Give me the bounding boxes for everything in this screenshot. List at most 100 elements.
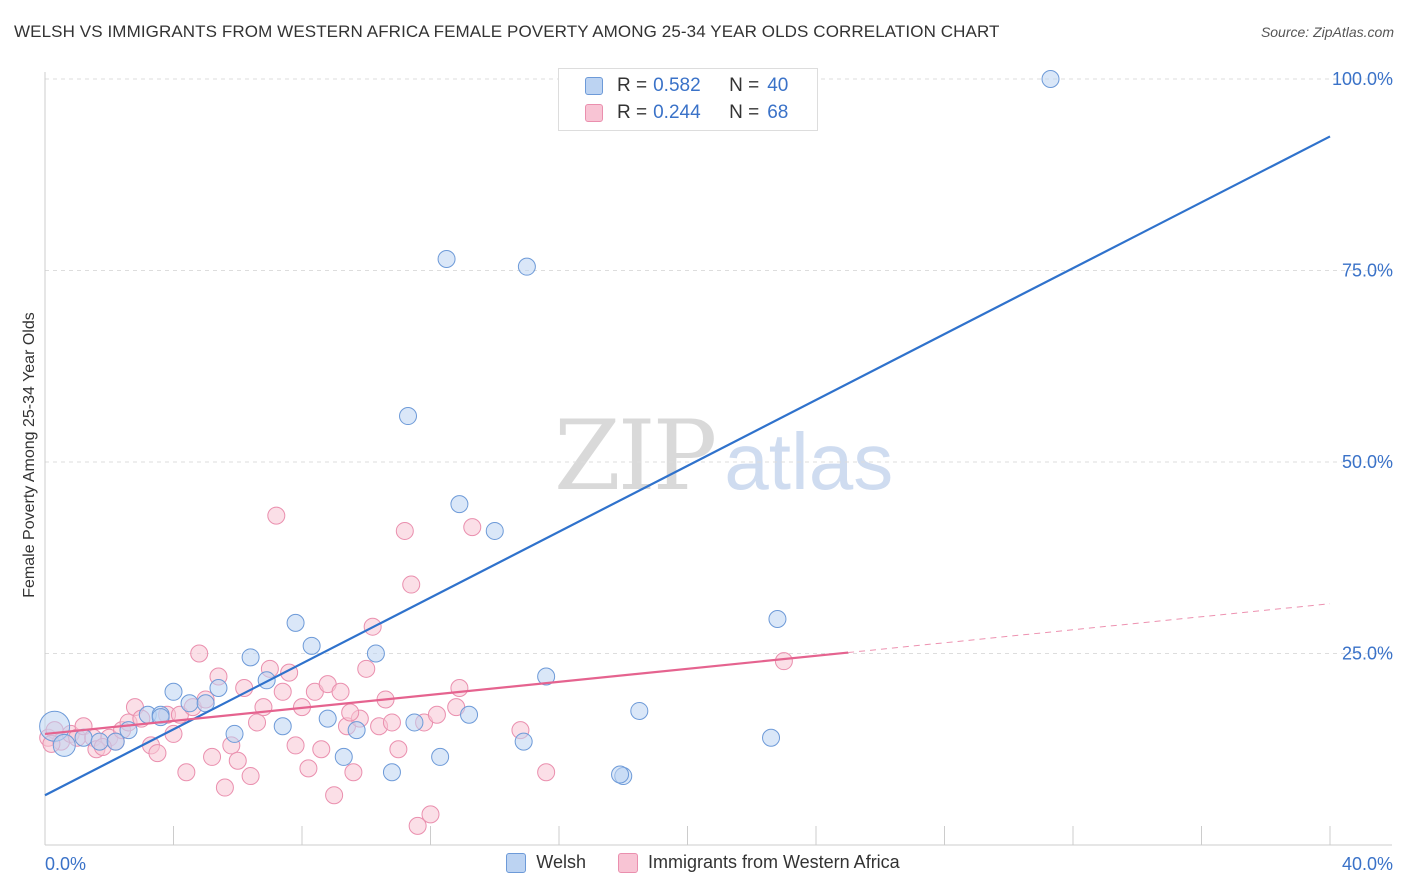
welsh-point <box>405 713 424 732</box>
immigrants-point <box>774 652 793 671</box>
immigrants-point <box>312 740 331 759</box>
welsh-point <box>273 717 292 736</box>
legend-swatch-immigrants <box>585 104 603 122</box>
welsh-point <box>302 636 321 655</box>
legend-r-label: R = <box>617 102 648 123</box>
x-tick-label: 40.0% <box>1342 854 1393 874</box>
legend-n-label: N = <box>729 102 760 123</box>
immigrants-point <box>331 682 350 701</box>
tick-labels: 25.0% 50.0% 75.0% 100.0% 0.0% 40.0% <box>45 69 1393 874</box>
trend-lines <box>44 135 1331 797</box>
welsh-point <box>399 407 418 426</box>
welsh-point <box>611 765 630 784</box>
welsh-point <box>106 732 125 751</box>
welsh-point <box>460 705 479 724</box>
legend-item-immigrants[interactable]: Immigrants from Western Africa <box>617 852 900 873</box>
immigrants-point <box>357 659 376 678</box>
y-tick-label: 75.0% <box>1342 261 1393 281</box>
immigrants-point <box>382 713 401 732</box>
welsh-point <box>52 733 76 757</box>
x-tick-label: 0.0% <box>45 854 86 874</box>
immigrants-point <box>228 751 247 770</box>
welsh-point <box>257 671 276 690</box>
immigrants-point <box>215 778 234 797</box>
welsh-point <box>318 709 337 728</box>
immigrants-point <box>190 644 209 663</box>
immigrants-trend-extension <box>848 603 1331 654</box>
chart-title: WELSH VS IMMIGRANTS FROM WESTERN AFRICA … <box>14 22 1000 41</box>
axes <box>44 72 1392 846</box>
immigrants-point <box>325 786 344 805</box>
legend-swatch-welsh <box>506 852 527 873</box>
welsh-point <box>209 678 228 697</box>
correlation-legend: R = 0.582 N = 40 R = 0.244 N = 68 <box>558 68 818 131</box>
welsh-point <box>762 728 781 747</box>
immigrants-point <box>203 747 222 766</box>
immigrants-point <box>148 744 167 763</box>
y-tick-label: 50.0% <box>1342 452 1393 472</box>
legend-swatch-immigrants <box>617 852 638 873</box>
immigrants-point <box>286 736 305 755</box>
welsh-point <box>90 732 109 751</box>
welsh-point <box>1041 70 1060 88</box>
immigrants-point <box>537 763 556 782</box>
immigrants-point <box>402 575 421 594</box>
immigrants-point <box>273 682 292 701</box>
immigrants-point <box>164 724 183 743</box>
legend-r-label: R = <box>617 75 648 96</box>
immigrants-point <box>421 805 440 824</box>
legend-swatch-welsh <box>585 77 603 95</box>
legend-label-welsh: Welsh <box>536 852 586 872</box>
welsh-point <box>768 610 787 629</box>
legend-n-label: N = <box>729 75 760 96</box>
y-tick-label: 25.0% <box>1342 644 1393 664</box>
welsh-point <box>347 721 366 740</box>
welsh-point <box>431 747 450 766</box>
immigrants-point <box>389 740 408 759</box>
series-legend: Welsh Immigrants from Western Africa <box>0 852 1406 873</box>
immigrants-point <box>463 518 482 537</box>
immigrants-point <box>408 816 427 835</box>
legend-n-value: 68 <box>767 102 789 123</box>
welsh-point <box>514 732 533 751</box>
immigrants-point <box>299 759 318 778</box>
immigrants-point <box>267 506 286 525</box>
source-label: Source: ZipAtlas.com <box>1260 24 1394 40</box>
welsh-point <box>382 763 401 782</box>
immigrants-point <box>450 678 469 697</box>
legend-item-welsh[interactable]: Welsh <box>506 852 586 873</box>
welsh-point <box>180 694 199 713</box>
legend-row-welsh: R = 0.582 N = 40 <box>585 74 788 98</box>
legend-r-value: 0.582 <box>653 75 701 96</box>
welsh-point <box>334 747 353 766</box>
grid-lines <box>45 78 1392 654</box>
welsh-point <box>450 495 469 514</box>
welsh-point <box>485 521 504 540</box>
immigrants-point <box>248 713 267 732</box>
immigrants-point <box>241 767 260 786</box>
y-tick-label: 100.0% <box>1332 69 1393 89</box>
immigrants-point <box>177 763 196 782</box>
legend-label-immigrants: Immigrants from Western Africa <box>647 852 900 872</box>
legend-row-immigrants: R = 0.244 N = 68 <box>585 101 788 125</box>
immigrants-point <box>344 763 363 782</box>
immigrants-point <box>427 705 446 724</box>
immigrants-point <box>341 703 360 722</box>
legend-r-value: 0.244 <box>653 102 701 123</box>
welsh-point <box>366 644 385 663</box>
y-axis-label: Female Poverty Among 25-34 Year Olds <box>21 312 38 598</box>
immigrants-point <box>395 521 414 540</box>
welsh-trend-line <box>44 135 1331 797</box>
welsh-point <box>630 701 649 720</box>
welsh-point <box>241 648 260 667</box>
welsh-point <box>225 724 244 743</box>
welsh-points <box>39 70 1060 786</box>
welsh-point <box>164 682 183 701</box>
welsh-point <box>74 728 93 747</box>
welsh-point <box>517 257 536 276</box>
welsh-point <box>437 250 456 269</box>
welsh-point <box>537 667 556 686</box>
immigrants-trend-line <box>44 651 849 736</box>
legend-n-value: 40 <box>767 75 789 96</box>
